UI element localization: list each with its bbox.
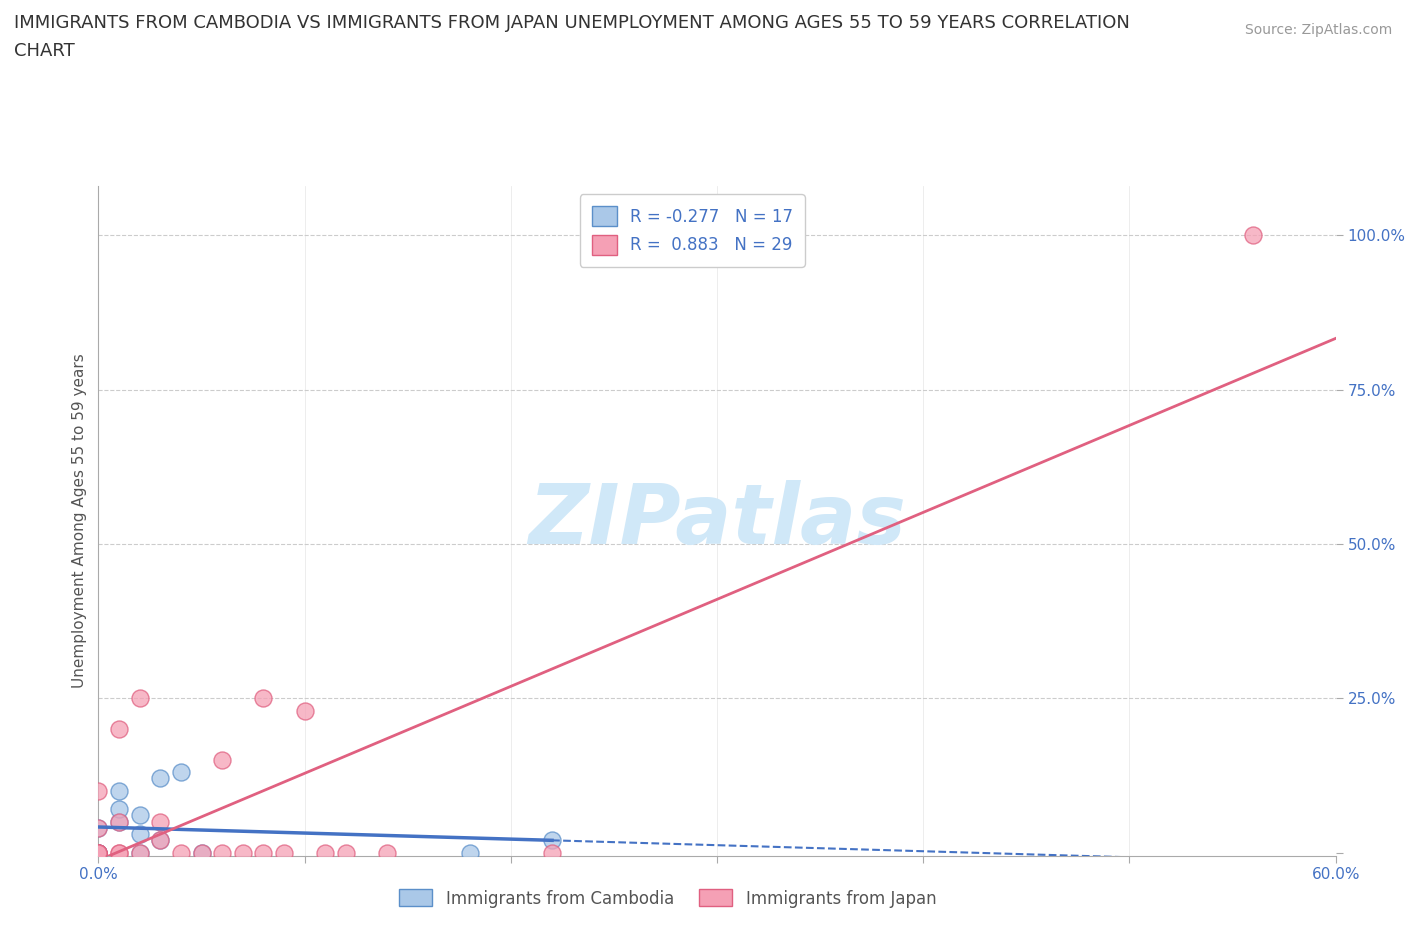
Point (232, 845, 254, 860)
Text: IMMIGRANTS FROM CAMBODIA VS IMMIGRANTS FROM JAPAN UNEMPLOYMENT AMONG AGES 55 TO : IMMIGRANTS FROM CAMBODIA VS IMMIGRANTS F… (14, 14, 1130, 32)
Point (87, 783, 110, 798)
Point (87, 845, 110, 860)
Point (190, 845, 212, 860)
Legend: Immigrants from Cambodia, Immigrants from Japan: Immigrants from Cambodia, Immigrants fro… (392, 883, 943, 914)
Point (108, 722, 131, 737)
Text: ZIPatlas: ZIPatlas (529, 480, 905, 562)
Point (108, 845, 131, 860)
Point (108, 783, 131, 798)
Point (541, 845, 564, 860)
Point (128, 691, 150, 706)
Point (273, 845, 295, 860)
Point (211, 845, 233, 860)
Point (149, 832, 172, 847)
Point (87, 845, 110, 860)
Point (128, 808, 150, 823)
Point (335, 845, 357, 860)
Point (87, 845, 110, 860)
Point (458, 845, 481, 860)
Point (87, 820, 110, 835)
Point (375, 845, 398, 860)
Point (149, 771, 172, 786)
Point (87, 845, 110, 860)
Point (149, 815, 172, 830)
Point (87, 845, 110, 860)
Point (108, 802, 131, 817)
Point (170, 764, 193, 779)
Point (314, 845, 336, 860)
Point (252, 691, 274, 706)
Point (1241, 228, 1264, 243)
Y-axis label: Unemployment Among Ages 55 to 59 years: Unemployment Among Ages 55 to 59 years (72, 353, 87, 688)
Text: CHART: CHART (14, 42, 75, 60)
Point (87, 845, 110, 860)
Point (128, 827, 150, 842)
Point (170, 845, 193, 860)
Point (87, 845, 110, 860)
Point (128, 845, 150, 860)
Point (294, 703, 316, 718)
Point (252, 845, 274, 860)
Text: Source: ZipAtlas.com: Source: ZipAtlas.com (1244, 23, 1392, 37)
Point (149, 832, 172, 847)
Point (108, 845, 131, 860)
Point (128, 845, 150, 860)
Point (87, 845, 110, 860)
Point (211, 752, 233, 767)
Point (108, 815, 131, 830)
Point (108, 815, 131, 830)
Point (87, 820, 110, 835)
Point (87, 845, 110, 860)
Point (541, 832, 564, 847)
Point (190, 845, 212, 860)
